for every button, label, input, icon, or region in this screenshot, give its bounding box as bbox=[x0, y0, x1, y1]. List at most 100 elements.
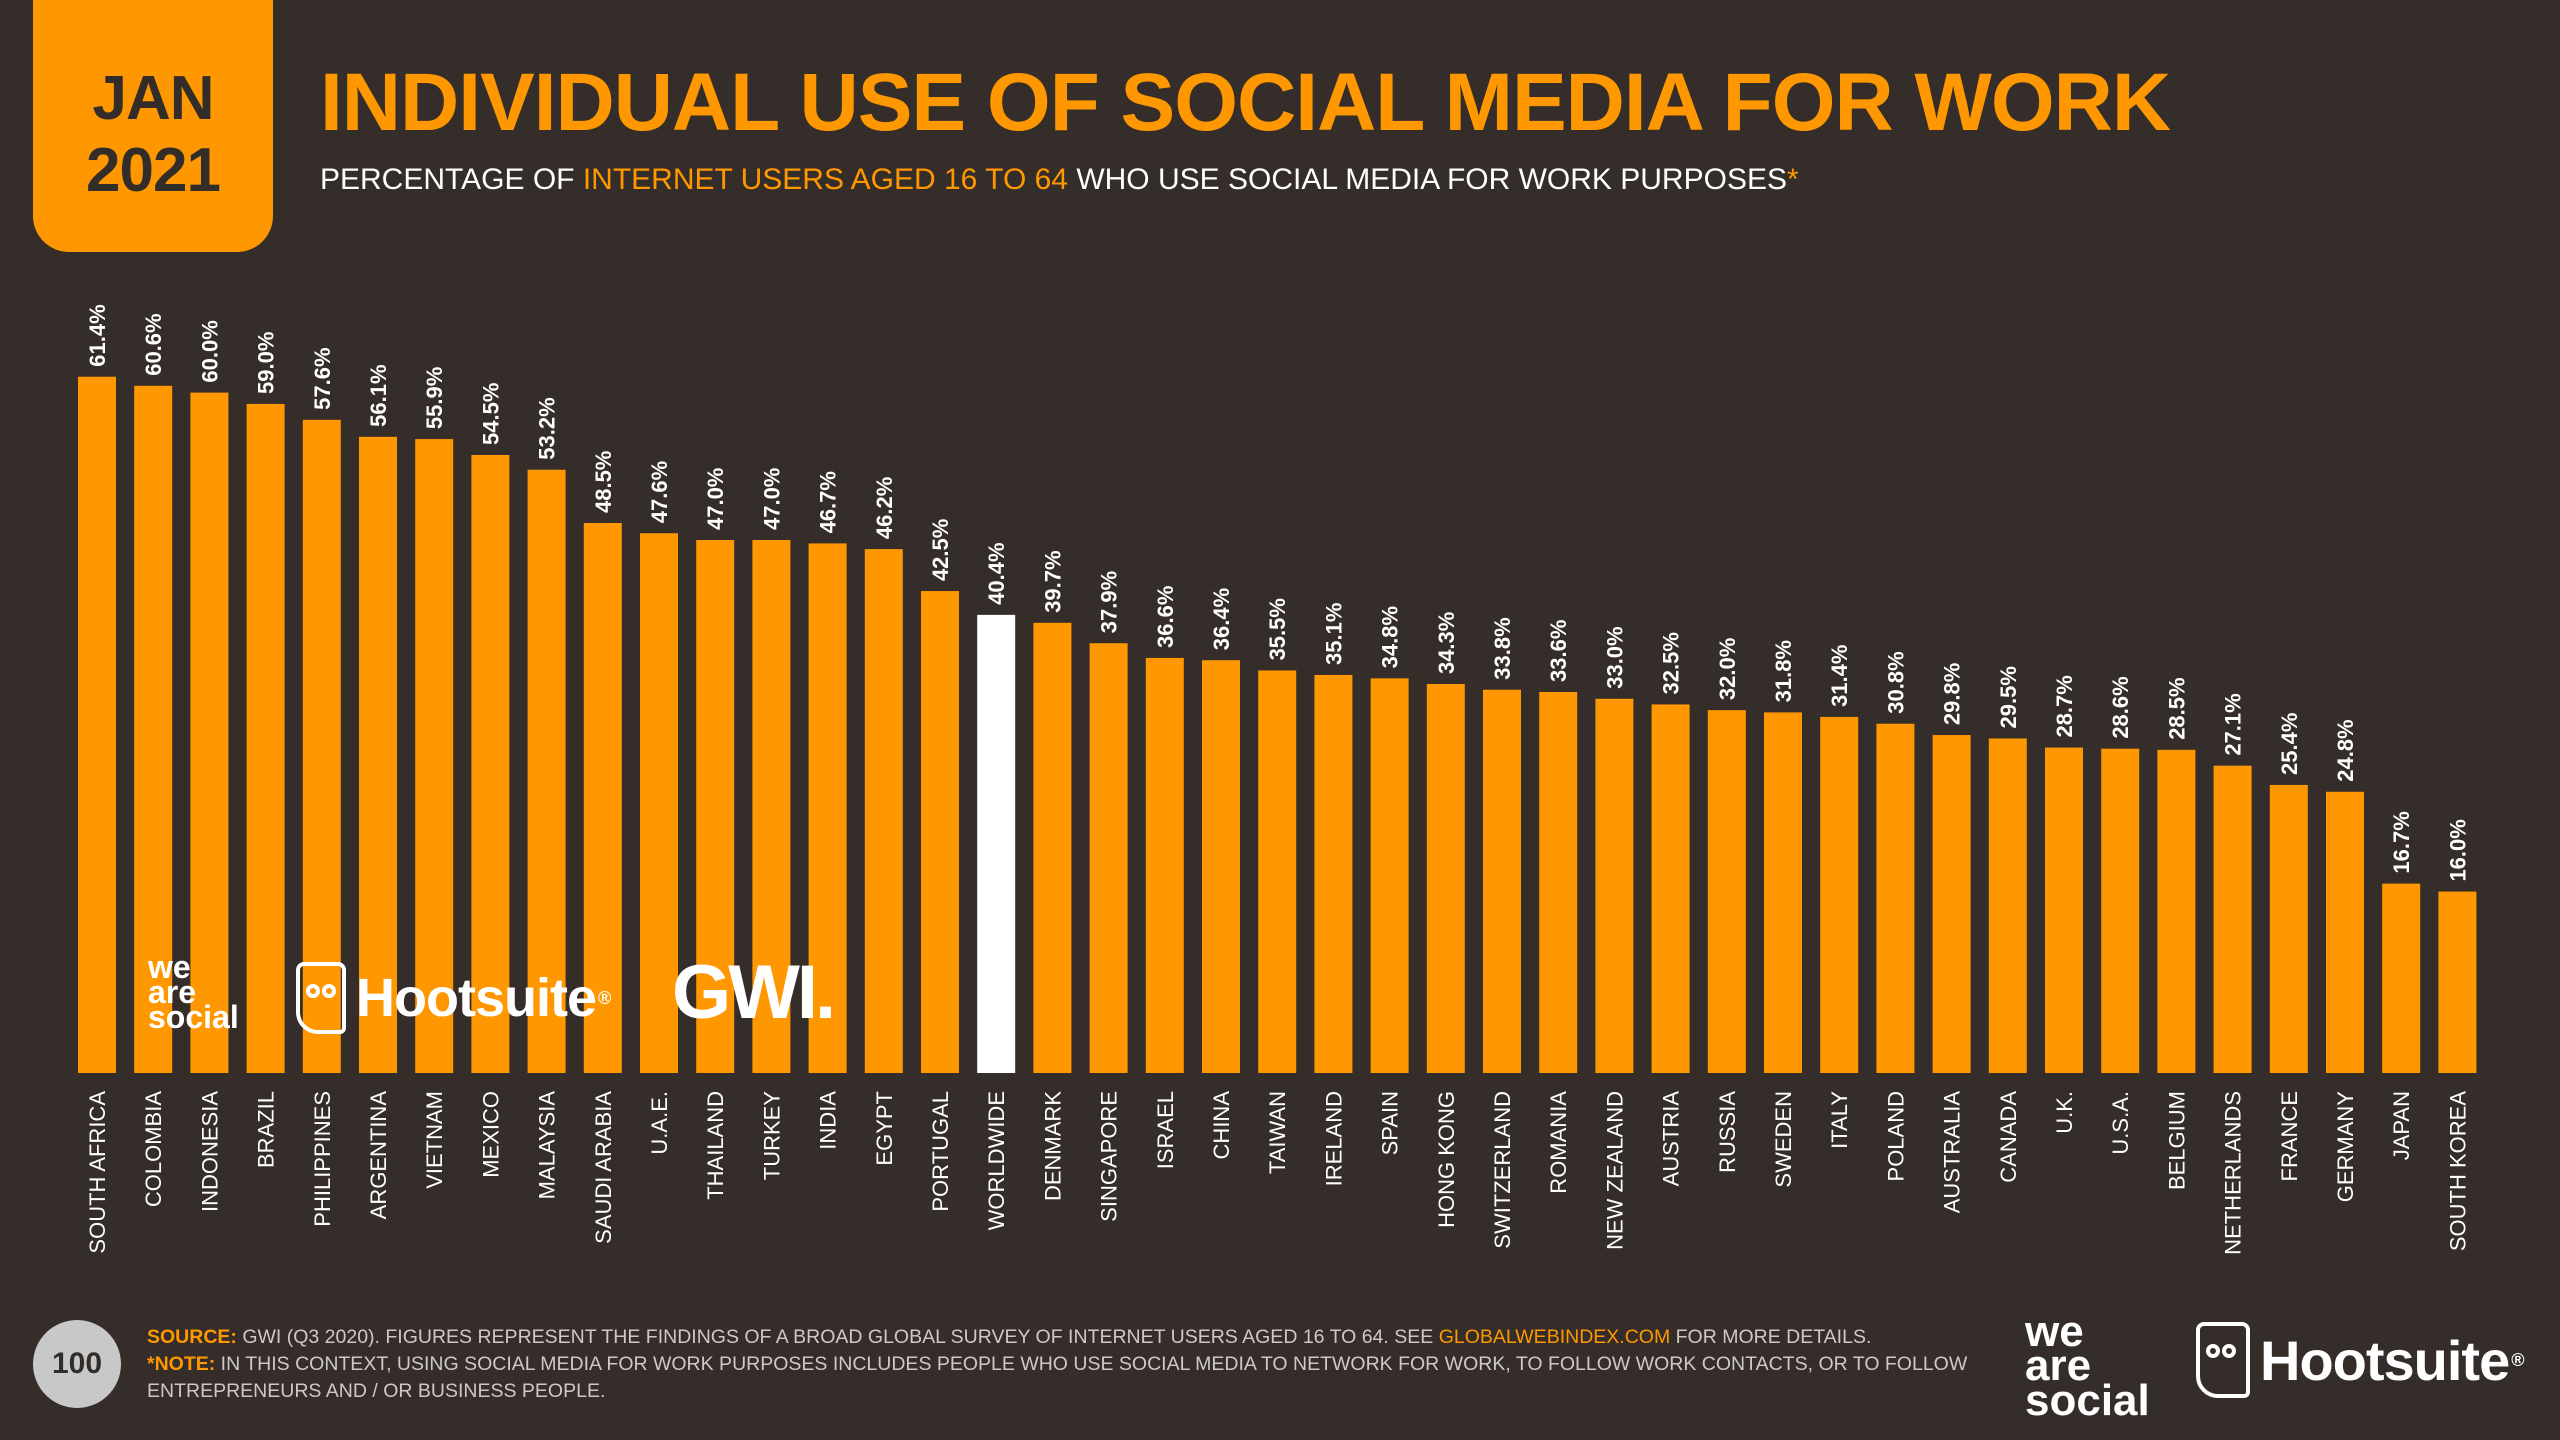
value-label-vietnam: 55.9% bbox=[422, 367, 447, 429]
value-label-u-k: 28.7% bbox=[2052, 675, 2077, 737]
category-label-worldwide: WORLDWIDE bbox=[984, 1091, 1009, 1230]
value-label-india: 46.7% bbox=[816, 471, 841, 533]
bar-japan bbox=[2382, 883, 2421, 1073]
value-label-hong-kong: 34.3% bbox=[1434, 612, 1459, 674]
value-label-singapore: 37.9% bbox=[1097, 571, 1122, 633]
value-label-australia: 29.8% bbox=[1940, 663, 1965, 725]
logo-are-text: are bbox=[148, 973, 197, 1010]
date-month: JAN bbox=[92, 64, 214, 133]
value-label-brazil: 59.0% bbox=[254, 332, 279, 394]
category-label-portugal: PORTUGAL bbox=[928, 1091, 953, 1212]
page-title: INDIVIDUAL USE OF SOCIAL MEDIA FOR WORK bbox=[320, 57, 2171, 148]
category-label-germany: GERMANY bbox=[2333, 1091, 2358, 1203]
footer-hootsuite-mark: ® bbox=[2511, 1349, 2525, 1370]
subtitle-post: WHO USE SOCIAL MEDIA FOR WORK PURPOSES bbox=[1067, 163, 1787, 196]
category-label-turkey: TURKEY bbox=[759, 1091, 784, 1181]
source-tail: FOR MORE DETAILS. bbox=[1670, 1326, 1872, 1348]
we-are-social-logo: we are social bbox=[148, 949, 239, 1033]
category-label-new-zealand: NEW ZEALAND bbox=[1602, 1091, 1627, 1250]
hootsuite-text: Hootsuite bbox=[356, 968, 597, 1028]
bar-u-k bbox=[2045, 747, 2083, 1073]
category-label-brazil: BRAZIL bbox=[254, 1091, 279, 1168]
category-label-israel: ISRAEL bbox=[1153, 1091, 1178, 1169]
source-text: GWI (Q3 2020). FIGURES REPRESENT THE FIN… bbox=[236, 1326, 1439, 1348]
category-label-russia: RUSSIA bbox=[1715, 1091, 1740, 1173]
logo-we-text: we bbox=[148, 949, 191, 985]
footer-logo-we: we bbox=[2025, 1307, 2084, 1356]
value-label-israel: 36.6% bbox=[1153, 586, 1178, 648]
subtitle-highlight: INTERNET USERS AGED 16 TO 64 bbox=[582, 163, 1068, 196]
value-label-austria: 32.5% bbox=[1659, 632, 1684, 694]
value-label-japan: 16.7% bbox=[2389, 811, 2414, 873]
category-label-ireland: IRELAND bbox=[1321, 1091, 1346, 1186]
value-label-france: 25.4% bbox=[2277, 713, 2302, 775]
page-subtitle: PERCENTAGE OF INTERNET USERS AGED 16 TO … bbox=[320, 165, 1799, 195]
category-label-hong-kong: HONG KONG bbox=[1434, 1091, 1459, 1228]
bar-taiwan bbox=[1258, 670, 1297, 1073]
value-label-russia: 32.0% bbox=[1715, 638, 1740, 700]
bar-israel bbox=[1145, 657, 1184, 1073]
value-label-south-africa: 61.4% bbox=[85, 304, 110, 366]
bar-belgium bbox=[2157, 749, 2196, 1073]
owl-icon bbox=[296, 962, 346, 1034]
value-label-colombia: 60.6% bbox=[141, 313, 166, 375]
category-label-malaysia: MALAYSIA bbox=[535, 1091, 560, 1200]
bar-romania bbox=[1539, 691, 1578, 1073]
value-label-indonesia: 60.0% bbox=[197, 320, 222, 382]
category-label-vietnam: VIETNAM bbox=[422, 1091, 447, 1189]
page-number: 100 bbox=[33, 1320, 121, 1408]
category-label-u-a-e: U.A.E. bbox=[647, 1091, 672, 1155]
value-label-netherlands: 27.1% bbox=[2221, 693, 2246, 755]
date-year: 2021 bbox=[86, 136, 221, 205]
note-text: IN THIS CONTEXT, USING SOCIAL MEDIA FOR … bbox=[147, 1353, 1968, 1402]
subtitle-pre: PERCENTAGE OF bbox=[320, 163, 583, 196]
value-label-canada: 29.5% bbox=[1996, 666, 2021, 728]
value-label-philippines: 57.6% bbox=[310, 347, 335, 409]
footer-logo-social: social bbox=[2025, 1375, 2150, 1425]
category-label-italy: ITALY bbox=[1827, 1091, 1852, 1149]
category-label-egypt: EGYPT bbox=[872, 1091, 897, 1166]
bar-china bbox=[1202, 660, 1240, 1073]
bar-india bbox=[808, 543, 847, 1073]
gwi-logo: GWI. bbox=[672, 950, 836, 1035]
bar-turkey bbox=[752, 540, 791, 1073]
bar-netherlands bbox=[2213, 765, 2252, 1073]
footer-owl-icon bbox=[2196, 1322, 2250, 1398]
bar-indonesia bbox=[190, 392, 229, 1074]
value-label-denmark: 39.7% bbox=[1040, 550, 1065, 612]
note-label: *NOTE: bbox=[147, 1353, 216, 1375]
value-label-italy: 31.4% bbox=[1827, 645, 1852, 707]
value-label-argentina: 56.1% bbox=[366, 364, 391, 426]
bar-u-a-e bbox=[640, 533, 678, 1073]
bar-switzerland bbox=[1483, 689, 1521, 1073]
bar-germany bbox=[2326, 791, 2364, 1073]
value-label-germany: 24.8% bbox=[2333, 719, 2358, 781]
category-label-romania: ROMANIA bbox=[1546, 1091, 1571, 1194]
note-line: *NOTE: IN THIS CONTEXT, USING SOCIAL MED… bbox=[147, 1351, 1997, 1405]
value-label-malaysia: 53.2% bbox=[535, 397, 560, 459]
value-label-china: 36.4% bbox=[1209, 588, 1234, 650]
value-label-mexico: 54.5% bbox=[478, 383, 503, 445]
source-link[interactable]: GLOBALWEBINDEX.COM bbox=[1438, 1326, 1671, 1348]
value-label-new-zealand: 33.0% bbox=[1602, 626, 1627, 688]
value-label-taiwan: 35.5% bbox=[1265, 598, 1290, 660]
category-label-philippines: PHILIPPINES bbox=[310, 1091, 335, 1227]
category-label-india: INDIA bbox=[816, 1091, 841, 1150]
bar-france bbox=[2269, 784, 2308, 1073]
category-label-canada: CANADA bbox=[1996, 1091, 2021, 1183]
category-label-spain: SPAIN bbox=[1378, 1091, 1403, 1155]
value-label-turkey: 47.0% bbox=[759, 468, 784, 530]
value-label-romania: 33.6% bbox=[1546, 620, 1571, 682]
category-label-australia: AUSTRALIA bbox=[1940, 1091, 1965, 1214]
bar-egypt bbox=[864, 549, 903, 1073]
category-label-switzerland: SWITZERLAND bbox=[1490, 1091, 1515, 1249]
hootsuite-mark: ® bbox=[598, 987, 612, 1008]
category-label-singapore: SINGAPORE bbox=[1097, 1091, 1122, 1222]
category-label-thailand: THAILAND bbox=[703, 1091, 728, 1200]
bar-russia bbox=[1707, 710, 1746, 1073]
footer-hootsuite-text: Hootsuite bbox=[2260, 1328, 2510, 1392]
category-label-argentina: ARGENTINA bbox=[366, 1091, 391, 1220]
value-label-saudi-arabia: 48.5% bbox=[591, 451, 616, 513]
category-label-netherlands: NETHERLANDS bbox=[2221, 1091, 2246, 1255]
